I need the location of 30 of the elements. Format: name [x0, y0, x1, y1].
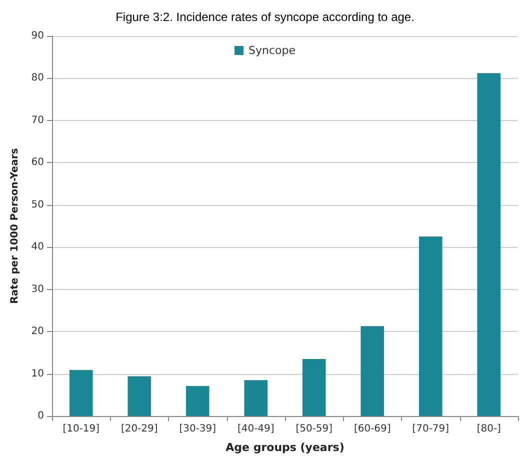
x-tick-label: [70-79] — [412, 424, 450, 434]
y-tick-label: 50 — [31, 199, 44, 210]
y-tick-label: 20 — [31, 326, 44, 338]
y-tick-label: 70 — [31, 114, 44, 126]
y-tick-label: 80 — [31, 72, 44, 84]
bar — [418, 236, 442, 416]
bar — [128, 376, 152, 416]
legend-label: Syncope — [248, 44, 296, 57]
bar — [244, 380, 268, 416]
y-tick-label: 60 — [31, 157, 44, 168]
chart-title: Figure 3:2. Incidence rates of syncope according to age. — [116, 10, 414, 24]
bar — [360, 326, 384, 416]
y-tick-label: 10 — [31, 368, 44, 380]
y-tick-label: 0 — [38, 410, 44, 422]
y-tick-label: 90 — [31, 30, 44, 42]
x-tick-label: [80-] — [476, 424, 502, 434]
x-tick-label: [30-39] — [179, 424, 216, 434]
x-tick-label: [60-69] — [354, 424, 391, 434]
bar — [69, 370, 93, 416]
bar — [302, 359, 326, 416]
x-tick-label: [20-29] — [120, 424, 158, 434]
x-tick-label: [50-59] — [296, 424, 333, 434]
bar — [477, 73, 501, 416]
x-tick-label: [10-19] — [62, 424, 100, 434]
x-tick-label: [40-49] — [237, 424, 274, 434]
bar — [186, 386, 210, 416]
y-tick-label: 40 — [31, 242, 44, 253]
y-axis-title: Rate per 1000 Person-Years — [10, 148, 20, 304]
y-tick-label: 30 — [31, 284, 44, 295]
x-axis-title: Age groups (years) — [226, 441, 344, 454]
